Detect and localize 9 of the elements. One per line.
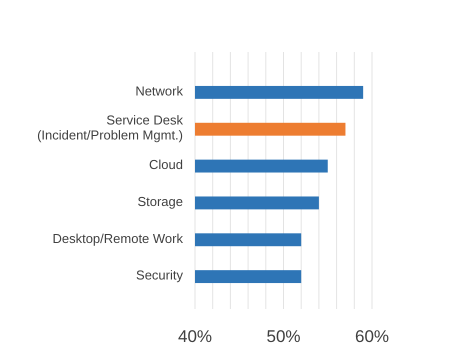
x-tick-label: 40% xyxy=(178,327,212,346)
y-tick-label: Network xyxy=(135,84,184,99)
x-tick-label: 50% xyxy=(266,327,301,346)
y-tick-label: Security xyxy=(136,268,184,284)
y-tick-label: Storage xyxy=(137,194,183,210)
y-tick-label: Desktop/Remote Work xyxy=(52,231,184,246)
y-tick-label: Service Desk (Incident/Problem Mgmt.) xyxy=(37,113,184,144)
x-tick-label: 60% xyxy=(354,327,390,346)
y-tick-label: Cloud xyxy=(149,158,183,173)
